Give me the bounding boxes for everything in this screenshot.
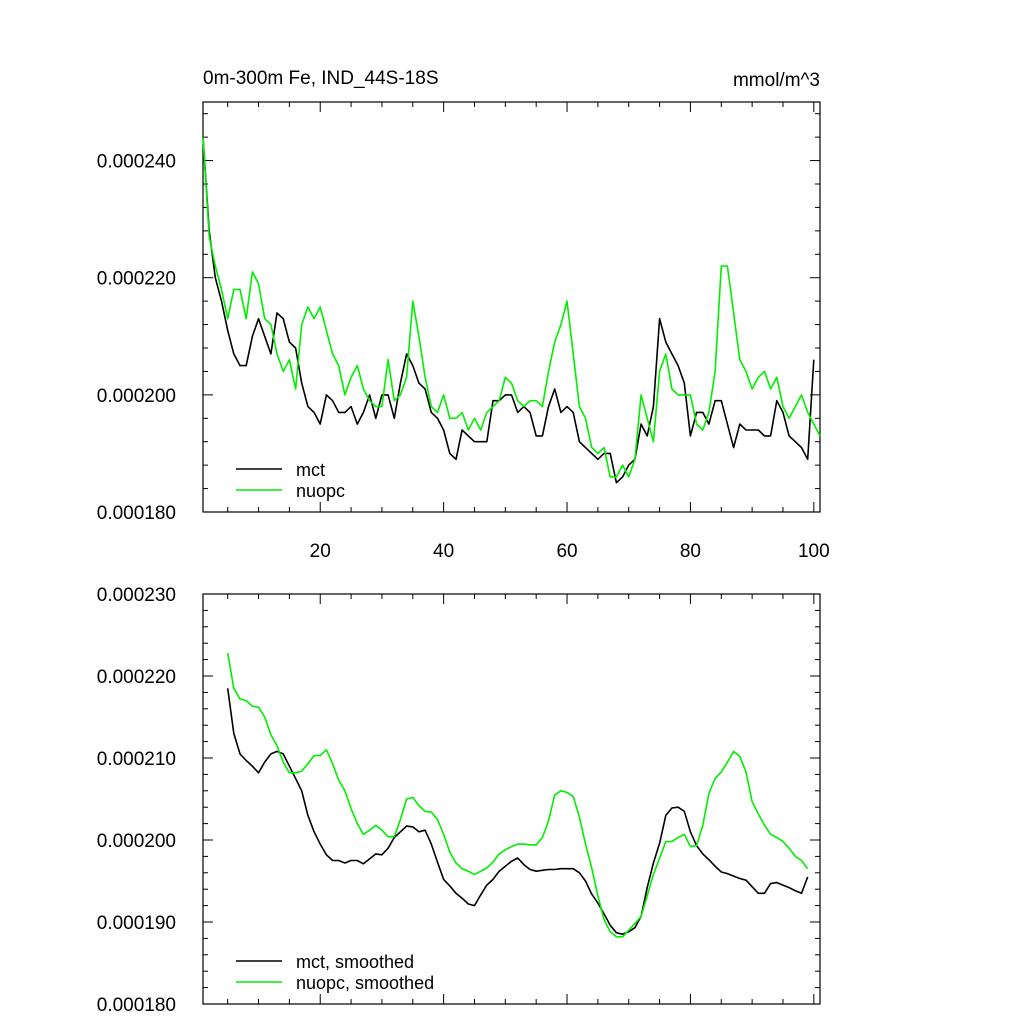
y-tick-label: 0.000200	[97, 831, 176, 852]
series-line-nuopc-smoothed	[226, 652, 809, 938]
y-tick-label: 0.000240	[97, 152, 176, 173]
x-tick-label: 80	[680, 541, 701, 562]
y-tick-label: 0.000190	[97, 913, 176, 934]
top-panel: 20 40 60 80 100 0.000180 0.000200 0.000220 0.000…	[97, 101, 830, 562]
legend-label-nuopc: nuopc	[296, 481, 345, 501]
legend-label-mct-smoothed: mct, smoothed	[296, 952, 414, 972]
y-tick-label: 0.000230	[97, 585, 176, 606]
legend-label-mct: mct	[296, 460, 325, 480]
plot-frame	[202, 101, 821, 513]
y-tick-label: 0.000180	[97, 995, 176, 1016]
top-legend: mct nuopc	[236, 460, 345, 501]
x-tick-label: 60	[556, 541, 577, 562]
legend-label-nuopc-smoothed: nuopc, smoothed	[296, 973, 434, 993]
y-tick-label: 0.000180	[97, 503, 176, 524]
y-tick-label: 0.000210	[97, 749, 176, 770]
series-line-mct-smoothed	[226, 688, 809, 936]
series-line-mct	[202, 137, 815, 484]
units-label: mmol/m^3	[733, 70, 820, 91]
x-tick-label: 40	[433, 541, 454, 562]
chart-title: 0m-300m Fe, IND_44S-18S	[203, 68, 439, 89]
bottom-legend: mct, smoothed nuopc, smoothed	[236, 952, 434, 993]
x-tick-label: 100	[798, 541, 830, 562]
bottom-panel: 0.000180 0.000190 0.000200 0.000210 0.000220…	[97, 585, 821, 1016]
y-tick-label: 0.000200	[97, 386, 176, 407]
x-tick-label: 20	[310, 541, 331, 562]
y-tick-label: 0.000220	[97, 667, 176, 688]
y-tick-label: 0.000220	[97, 269, 176, 290]
series-line-nuopc	[202, 137, 821, 478]
plot-frame	[202, 593, 821, 1005]
